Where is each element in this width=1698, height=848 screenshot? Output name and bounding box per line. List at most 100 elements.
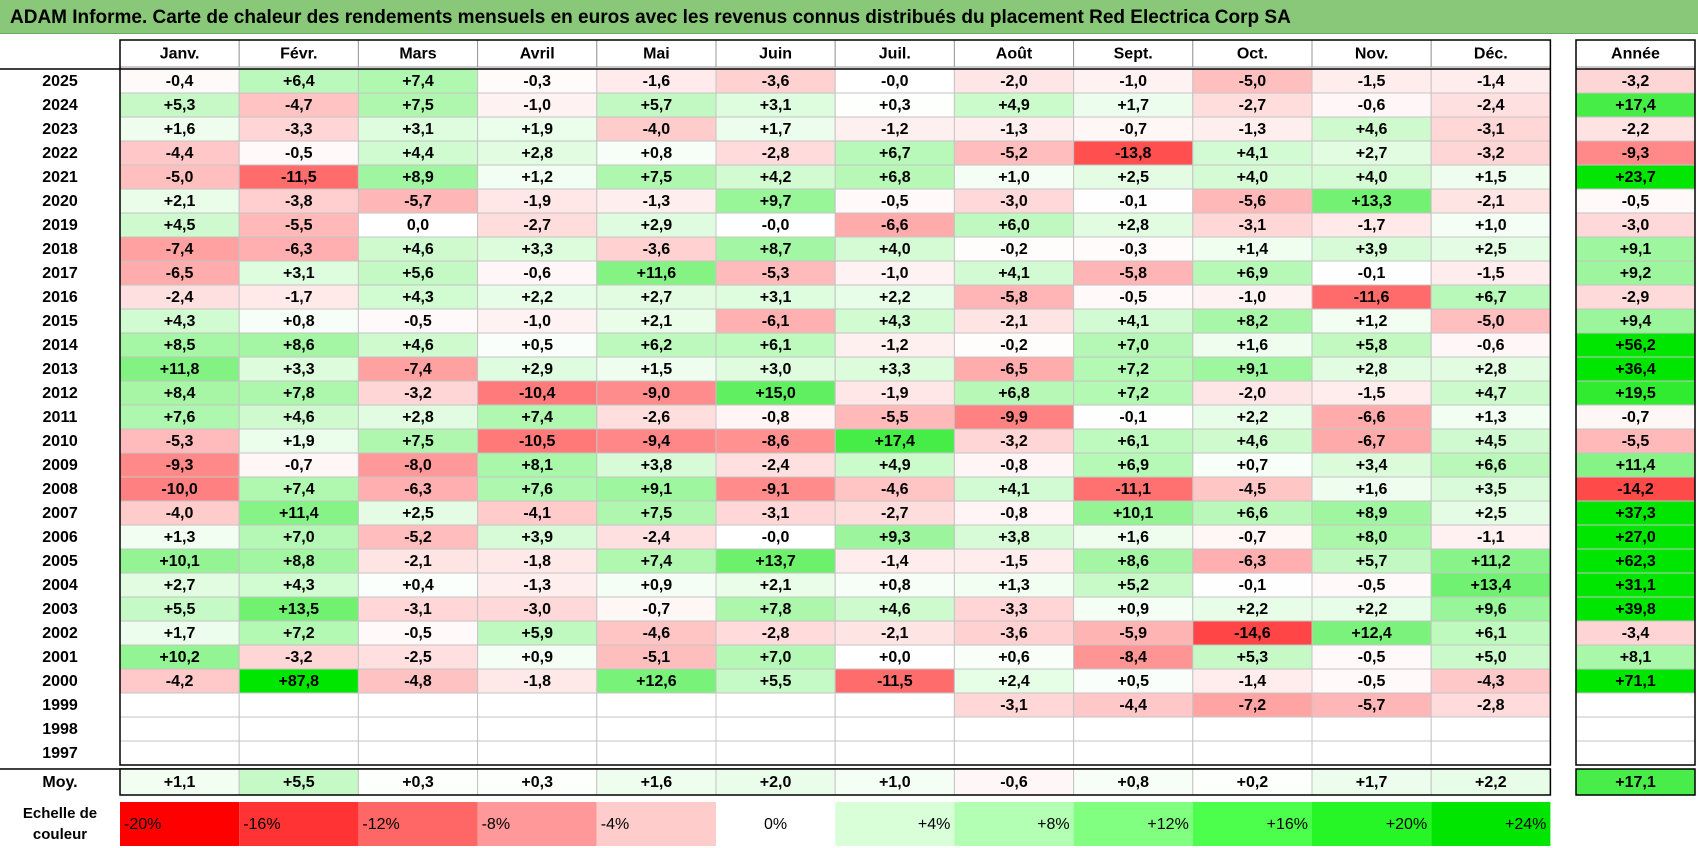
month-header: Janv. (160, 46, 200, 63)
cell-value: -1,4 (1477, 73, 1505, 90)
cell-value: +0,7 (1237, 457, 1269, 474)
heatmap-cell (1073, 596, 1194, 622)
row-year-label: 2022 (42, 145, 78, 162)
heatmap-cell (1311, 284, 1432, 310)
heatmap-cell (953, 260, 1075, 286)
cell-value: -2,8 (762, 145, 790, 162)
heatmap-cell (1192, 668, 1313, 694)
cell-value: -8,0 (404, 457, 432, 474)
heatmap-cell (1073, 236, 1194, 262)
cell-value: +1,3 (1475, 409, 1507, 426)
cell-value: +5,5 (760, 673, 792, 690)
heatmap-cell (1073, 260, 1194, 286)
cell-value: -0,4 (166, 73, 194, 90)
heatmap-cell (715, 668, 836, 694)
heatmap-cell (1192, 188, 1313, 214)
heatmap-cell (357, 548, 479, 574)
cell-value: +5,2 (1117, 577, 1149, 594)
average-border (119, 768, 1552, 796)
cell-value: +4,6 (1237, 433, 1269, 450)
month-header: Juin (759, 46, 792, 63)
row-year-label: 2005 (42, 553, 78, 570)
cell-value: +7,2 (1117, 385, 1149, 402)
cell-value: +2,4 (998, 673, 1030, 690)
heatmap-cell (1073, 428, 1194, 454)
heatmap-cell (238, 140, 359, 166)
heatmap-cell (238, 596, 359, 622)
heatmap-cell (1073, 332, 1194, 358)
cell-value: +5,8 (1356, 337, 1388, 354)
cell-value: -2,1 (404, 553, 432, 570)
cell-value: +4,1 (1117, 313, 1149, 330)
heatmap-cell (477, 68, 598, 94)
cell-value: -3,8 (285, 193, 313, 210)
heatmap-cell (715, 236, 836, 262)
month-header: Nov. (1355, 46, 1388, 63)
heatmap-cell (1311, 260, 1432, 286)
cell-value: -4,1 (523, 505, 551, 522)
cell-value: +12,4 (1351, 625, 1392, 642)
cell-value: +4,6 (879, 601, 911, 618)
heatmap-cell (1430, 212, 1551, 238)
cell-value: +2,8 (1117, 217, 1149, 234)
heatmap-cell (477, 740, 598, 766)
cell-value: -2,4 (166, 289, 194, 306)
cell-value: +0,9 (641, 577, 673, 594)
cell-value: -2,6 (643, 409, 671, 426)
heatmap-cell (357, 92, 479, 118)
cell-value: +8,9 (1356, 505, 1388, 522)
cell-value: +2,5 (1117, 169, 1149, 186)
cell-value: -3,2 (1000, 433, 1028, 450)
cell-value: -1,8 (523, 673, 551, 690)
cell-value: +2,7 (641, 289, 673, 306)
heatmap-cell (1430, 428, 1551, 454)
cell-value: -1,5 (1477, 265, 1505, 282)
cell-value: -9,9 (1000, 409, 1028, 426)
cell-value: +6,6 (1237, 505, 1269, 522)
cell-value: -3,1 (762, 505, 790, 522)
cell-value: +1,0 (998, 169, 1030, 186)
cell-value: -4,2 (166, 673, 194, 690)
cell-value: -3,6 (643, 241, 671, 258)
cell-value: -4,4 (166, 145, 194, 162)
heatmap-cell (715, 452, 836, 478)
cell-value: +1,2 (521, 169, 553, 186)
annual-average-cell (1575, 768, 1696, 796)
annual-value: -9,3 (1622, 145, 1650, 162)
month-header: Juil. (879, 46, 911, 63)
heatmap-cell (357, 644, 479, 670)
annual-value: +37,3 (1615, 505, 1656, 522)
cell-value: +15,0 (755, 385, 796, 402)
cell-value: -0,5 (1358, 577, 1386, 594)
heatmap-cell (357, 68, 479, 94)
cell-value: +5,5 (164, 601, 196, 618)
cell-value: -9,3 (166, 457, 194, 474)
heatmap-cell (238, 716, 359, 742)
cell-value: +2,2 (1237, 409, 1269, 426)
average-value: +1,1 (164, 774, 196, 791)
color-scale-swatch (596, 802, 716, 846)
row-year-label: 2012 (42, 385, 78, 402)
cell-value: -7,4 (166, 241, 194, 258)
heatmap-cell (238, 284, 359, 310)
heatmap-cell (834, 236, 955, 262)
cell-value: +3,8 (641, 457, 673, 474)
cell-value: +9,1 (641, 481, 673, 498)
heatmap-cell (834, 716, 955, 742)
cell-value: +4,9 (879, 457, 911, 474)
heatmap-cell (953, 140, 1075, 166)
heatmap-cell (953, 308, 1075, 334)
heatmap-cell (1430, 476, 1551, 502)
heatmap-cell (119, 428, 240, 454)
heatmap-cell (953, 188, 1075, 214)
heatmap-cell (715, 260, 836, 286)
cell-value: +2,2 (879, 289, 911, 306)
cell-value: +7,6 (164, 409, 196, 426)
heatmap-cell (596, 452, 717, 478)
row-year-label: 2020 (42, 193, 78, 210)
heatmap-cell (953, 164, 1075, 190)
heatmap-cell (1311, 356, 1432, 382)
cell-value: +5,7 (1356, 553, 1388, 570)
heatmap-cell (715, 716, 836, 742)
cell-value: +6,4 (283, 73, 315, 90)
